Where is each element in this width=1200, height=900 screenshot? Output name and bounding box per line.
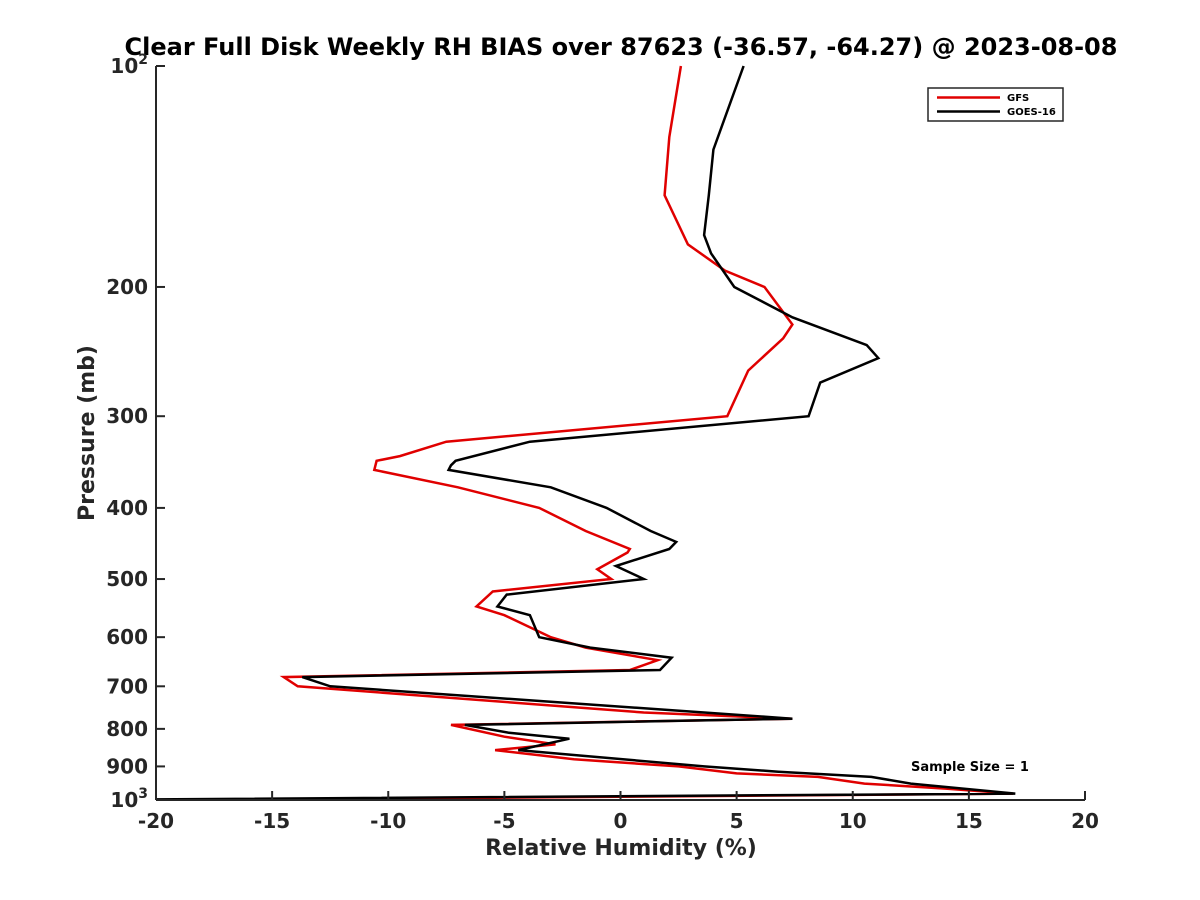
legend-box [927,87,1064,122]
y-tick-exponent: 3 [138,786,148,802]
y-tick-label: 500 [106,567,148,591]
x-axis-ticks: -20 -15 -10 -5 0 5 10 15 20 [138,791,1099,833]
y-axis-title: Pressure (mb) [75,345,100,521]
x-tick-label: 0 [614,809,628,833]
y-tick-exponent: 2 [138,52,148,68]
x-tick-label: 10 [839,809,867,833]
y-tick-label: 300 [106,404,148,428]
chart-title: Clear Full Disk Weekly RH BIAS over 8762… [125,33,1118,61]
x-tick-label: -20 [138,809,174,833]
y-tick-label: 102 [110,52,148,78]
y-tick-label: 600 [106,625,148,649]
y-tick-base: 10 [110,54,138,78]
x-tick-label: 15 [955,809,983,833]
y-tick-base: 10 [110,788,138,812]
series-layer [155,65,1016,801]
y-tick-label: 700 [106,674,148,698]
legend: GFS GOES-16 [927,87,1064,122]
y-tick-label: 800 [106,717,148,741]
sample-size-annotation: Sample Size = 1 [911,760,1029,775]
y-tick-label: 400 [106,496,148,520]
legend-gfs-label: GFS [1007,93,1029,104]
y-tick-label: 900 [106,754,148,778]
y-tick-label: 200 [106,275,148,299]
x-tick-label: -5 [493,809,515,833]
x-tick-label: -15 [254,809,290,833]
series-line-goes-16 [155,65,1016,801]
x-tick-label: 5 [730,809,744,833]
x-axis-title: Relative Humidity (%) [485,836,757,861]
y-tick-label: 103 [110,786,148,812]
series-line-gfs [279,65,1014,801]
x-tick-label: 20 [1071,809,1099,833]
x-tick-label: -10 [370,809,406,833]
legend-goes16-label: GOES-16 [1007,107,1056,118]
